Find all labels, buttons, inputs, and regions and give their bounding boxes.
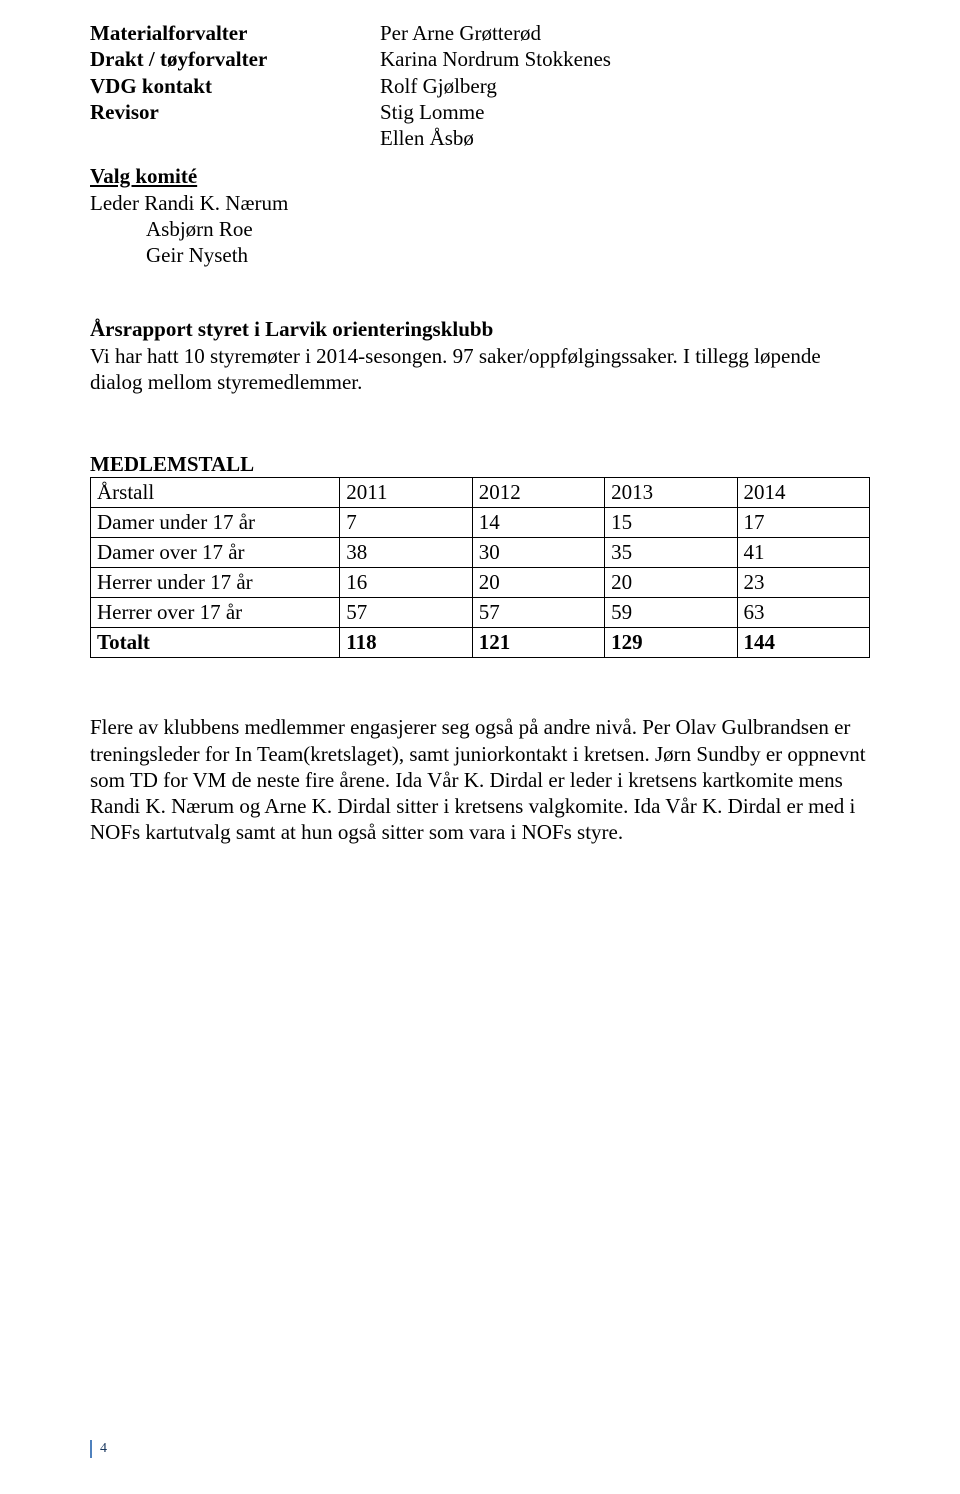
cell-value: 14 [472,508,604,538]
table-row: Herrer over 17 år 57 57 59 63 [91,598,870,628]
cell-total-value: 118 [340,628,472,658]
valgkomite-block: Valg komité Leder Randi K. Nærum Asbjørn… [90,163,870,268]
table-row: Herrer under 17 år 16 20 20 23 [91,568,870,598]
roles-values-column: Per Arne Grøtterød Karina Nordrum Stokke… [380,20,870,151]
cell-value: 35 [605,538,737,568]
document-page: Materialforvalter Drakt / tøyforvalter V… [0,0,960,1494]
role-value-revisor1: Stig Lomme [380,99,870,125]
th-2012: 2012 [472,478,604,508]
th-2014: 2014 [737,478,869,508]
cell-label: Damer over 17 år [91,538,340,568]
cell-value: 38 [340,538,472,568]
role-label-vdg: VDG kontakt [90,73,380,99]
cell-total-value: 121 [472,628,604,658]
cell-total-label: Totalt [91,628,340,658]
cell-value: 20 [605,568,737,598]
role-value-material: Per Arne Grøtterød [380,20,870,46]
role-label-material: Materialforvalter [90,20,380,46]
cell-value: 20 [472,568,604,598]
table-row: Damer under 17 år 7 14 15 17 [91,508,870,538]
cell-value: 23 [737,568,869,598]
cell-label: Damer under 17 år [91,508,340,538]
medlemstall-table: Årstall 2011 2012 2013 2014 Damer under … [90,477,870,658]
role-label-drakt: Drakt / tøyforvalter [90,46,380,72]
valgkomite-member-2: Asbjørn Roe [90,216,870,242]
cell-label: Herrer under 17 år [91,568,340,598]
table-header-row: Årstall 2011 2012 2013 2014 [91,478,870,508]
aarsrapport-block: Årsrapport styret i Larvik orienteringsk… [90,316,870,395]
cell-value: 15 [605,508,737,538]
th-2011: 2011 [340,478,472,508]
cell-value: 17 [737,508,869,538]
cell-value: 57 [472,598,604,628]
th-2013: 2013 [605,478,737,508]
cell-value: 59 [605,598,737,628]
cell-value: 30 [472,538,604,568]
valgkomite-member-1: Leder Randi K. Nærum [90,190,870,216]
cell-value: 7 [340,508,472,538]
cell-value: 63 [737,598,869,628]
table-row: Damer over 17 år 38 30 35 41 [91,538,870,568]
roles-labels-column: Materialforvalter Drakt / tøyforvalter V… [90,20,380,151]
th-arstall: Årstall [91,478,340,508]
valgkomite-member-3: Geir Nyseth [90,242,870,268]
role-value-vdg: Rolf Gjølberg [380,73,870,99]
page-number: 4 [90,1440,107,1458]
page-number-text: 4 [100,1441,107,1456]
roles-block: Materialforvalter Drakt / tøyforvalter V… [90,20,870,151]
cell-value: 41 [737,538,869,568]
page-number-bar-icon [90,1440,92,1458]
closing-paragraph: Flere av klubbens medlemmer engasjerer s… [90,714,870,845]
aarsrapport-heading: Årsrapport styret i Larvik orienteringsk… [90,316,870,342]
cell-total-value: 129 [605,628,737,658]
role-value-drakt: Karina Nordrum Stokkenes [380,46,870,72]
table-total-row: Totalt 118 121 129 144 [91,628,870,658]
role-value-revisor2: Ellen Åsbø [380,125,870,151]
medlemstall-heading: MEDLEMSTALL [90,451,870,477]
role-label-revisor: Revisor [90,99,380,125]
aarsrapport-body: Vi har hatt 10 styremøter i 2014-sesonge… [90,343,870,396]
cell-total-value: 144 [737,628,869,658]
cell-value: 57 [340,598,472,628]
cell-value: 16 [340,568,472,598]
cell-label: Herrer over 17 år [91,598,340,628]
valgkomite-heading: Valg komité [90,163,870,189]
